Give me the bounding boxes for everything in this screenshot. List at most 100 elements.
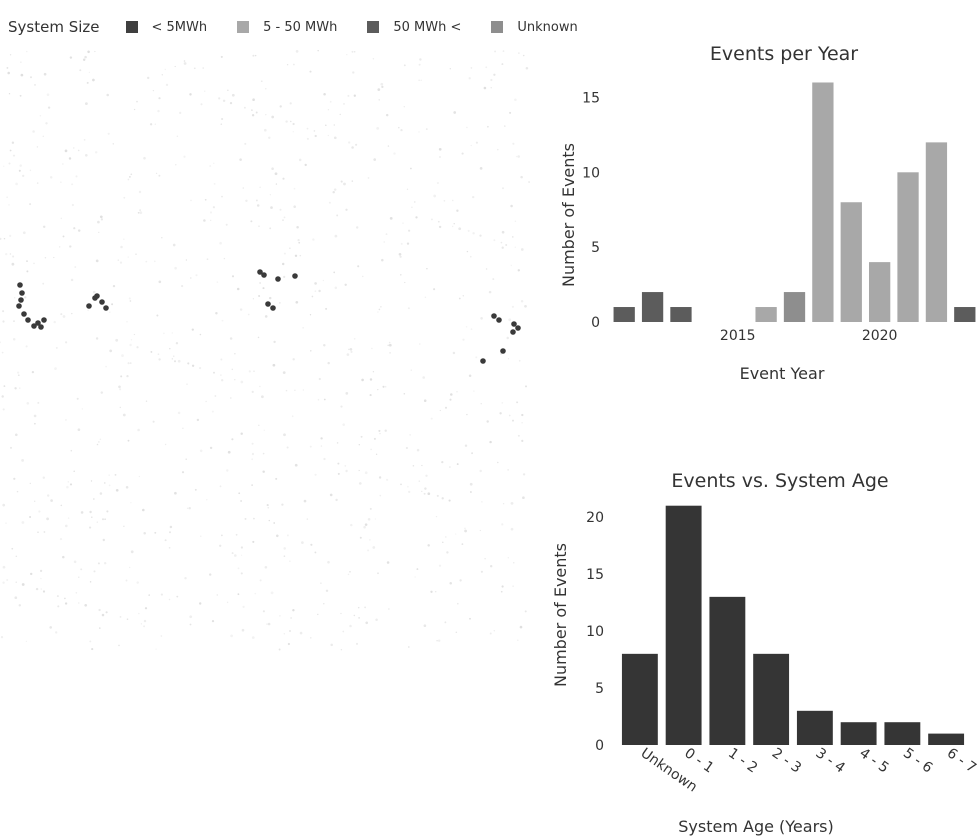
year-bar-2012[interactable] [641,292,664,322]
map-speckle [493,630,496,632]
map-speckle [332,190,335,194]
map-speckle [462,295,464,297]
map-speckle [465,325,468,328]
map-event-marker[interactable] [270,305,276,311]
map-speckle [318,289,321,293]
map-speckle [42,135,45,138]
map-event-marker[interactable] [16,303,22,309]
map-speckle [138,190,142,194]
map-speckle [483,86,487,90]
map-speckle [130,173,133,176]
map-speckle [294,463,298,467]
map-event-marker[interactable] [491,313,497,319]
map-speckle [209,165,212,167]
map-speckle [283,555,286,557]
map-event-marker[interactable] [35,320,41,326]
age-bar-0[interactable] [621,653,658,745]
legend-item-small[interactable]: < 5MWh [125,20,207,35]
map-speckle [34,84,36,86]
year-bar-2019[interactable] [840,202,862,322]
map-speckle [479,234,482,237]
map-event-marker[interactable] [19,290,25,296]
age-category-label: 5 - 6 [900,745,935,776]
map-event-marker[interactable] [480,358,486,364]
year-bar-2011[interactable] [613,307,635,322]
age-bar-2[interactable] [709,596,746,745]
year-bar-2016[interactable] [755,307,777,322]
map-event-marker[interactable] [41,317,47,323]
year-bar-2023[interactable] [954,307,976,322]
map-speckle [418,63,421,66]
map-speckle [513,562,515,564]
map-speckle [174,266,177,270]
map-event-marker[interactable] [21,311,27,317]
map-speckle [209,573,212,576]
map-speckle [507,469,509,471]
legend-item-unknown[interactable]: Unknown [491,20,578,35]
legend-item-medium[interactable]: 5 - 50 MWh [237,20,337,35]
legend-item-large[interactable]: 50 MWh < [367,20,461,35]
map-speckle [210,219,212,221]
year-bar-2013[interactable] [670,307,692,322]
age-bar-7[interactable] [928,733,965,745]
map-event-marker[interactable] [275,276,281,282]
year-bar-2022[interactable] [925,142,948,322]
map-event-marker[interactable] [18,297,24,303]
year-bar-2017[interactable] [783,292,806,322]
event-map[interactable] [0,50,540,660]
map-speckle [485,268,488,270]
map-speckle [438,147,442,151]
map-event-marker[interactable] [17,282,23,288]
age-bar-6[interactable] [884,722,921,745]
age-bar-4[interactable] [796,710,833,745]
map-event-marker[interactable] [515,325,521,331]
map-event-marker[interactable] [292,273,298,279]
map-event-marker[interactable] [496,317,502,323]
map-speckle [520,248,524,251]
map-speckle [157,353,160,356]
map-speckle [412,465,415,467]
year-bar-2018[interactable] [812,82,834,322]
map-speckle [351,50,354,53]
map-event-marker[interactable] [94,293,100,299]
map-speckle [199,449,203,453]
map-speckle [467,229,470,232]
age-bar-5[interactable] [840,722,877,745]
map-event-marker[interactable] [103,305,109,311]
map-speckle [289,560,291,562]
map-event-marker[interactable] [25,317,31,323]
map-speckle [136,581,139,584]
legend-swatch-unknown [491,21,504,33]
map-event-marker[interactable] [31,323,37,329]
age-bar-3[interactable] [753,653,790,745]
year-bar-2021[interactable] [897,172,919,322]
map-event-marker[interactable] [99,299,105,305]
map-speckle [518,52,520,54]
map-speckle [5,522,7,524]
map-speckle [310,350,312,352]
age-bar-1[interactable] [665,505,702,745]
map-speckle [287,642,291,646]
map-event-marker[interactable] [38,324,44,330]
map-event-marker[interactable] [511,321,517,327]
map-speckle [449,398,452,401]
map-speckle [62,315,66,318]
map-event-marker[interactable] [510,329,516,335]
map-event-marker[interactable] [261,272,267,278]
map-speckle [340,180,343,183]
map-speckle [406,188,409,190]
map-speckle [524,610,527,613]
map-speckle [220,123,223,126]
map-speckle [345,208,348,211]
map-event-marker[interactable] [86,303,92,309]
map-speckle [364,471,368,475]
map-event-marker[interactable] [257,269,263,275]
map-event-marker[interactable] [265,301,271,307]
map-speckle [193,67,196,70]
map-event-marker[interactable] [500,348,506,354]
map-canvas[interactable] [0,50,540,660]
year-bar-2020[interactable] [869,262,891,322]
map-speckle [11,262,15,266]
legend-swatch-small [125,21,138,33]
map-speckle [279,302,281,304]
